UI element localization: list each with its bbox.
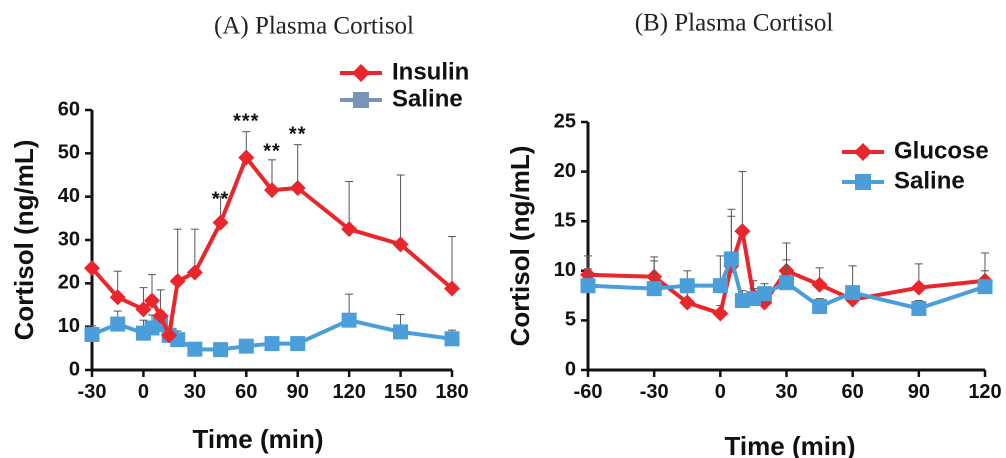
data-point xyxy=(290,336,306,352)
x-tick-label: 120 xyxy=(332,381,365,403)
x-tick-label: 60 xyxy=(235,381,257,403)
y-tick-label: 5 xyxy=(565,309,576,331)
x-axis-label: Time (min) xyxy=(193,424,324,454)
x-tick-label: 30 xyxy=(775,381,797,403)
x-tick-label: 90 xyxy=(908,381,930,403)
y-tick-label: 0 xyxy=(69,358,80,380)
y-tick-label: 15 xyxy=(554,209,576,231)
data-point xyxy=(169,273,186,290)
legend-label: Insulin xyxy=(392,58,469,85)
data-point xyxy=(444,331,460,347)
x-tick-label: 30 xyxy=(184,381,206,403)
series-insulin xyxy=(84,131,460,344)
data-point xyxy=(289,180,306,196)
x-tick-label: -30 xyxy=(78,381,107,403)
data-point xyxy=(393,324,409,340)
series-saline xyxy=(580,208,993,316)
x-tick-label: 90 xyxy=(287,381,309,403)
data-point xyxy=(580,278,596,294)
data-point xyxy=(264,182,280,199)
y-tick-label: 20 xyxy=(58,272,80,294)
chart-title: (B) Plasma Cortisol xyxy=(635,10,834,37)
data-point xyxy=(213,342,229,358)
significance-label: ** xyxy=(289,123,307,145)
legend-label: Saline xyxy=(894,167,965,194)
data-point xyxy=(734,223,751,240)
legend-marker xyxy=(855,174,871,190)
legend-marker xyxy=(353,92,369,108)
data-point xyxy=(341,221,358,238)
x-tick-label: -30 xyxy=(640,381,669,403)
data-point xyxy=(110,316,126,332)
legend-entry-saline: Saline xyxy=(842,167,965,194)
data-point xyxy=(444,280,460,297)
chart-b: (B) Plasma Cortisol 0 5 10 15 20 25 -60 -30 0 30 60… xyxy=(505,10,1002,458)
series-saline xyxy=(84,293,460,358)
legend-label: Glucose xyxy=(894,137,989,164)
data-point xyxy=(756,286,772,302)
y-tick-label: 10 xyxy=(554,259,576,281)
data-point xyxy=(135,301,152,318)
y-tick-label: 0 xyxy=(565,358,576,380)
data-point xyxy=(911,300,927,316)
x-tick-label: 0 xyxy=(715,381,726,403)
x-tick-label: 180 xyxy=(435,381,468,403)
data-point xyxy=(238,338,254,354)
data-point xyxy=(646,281,662,297)
y-axis-label: Cortisol (ng/mL) xyxy=(9,140,39,341)
y-tick-label: 40 xyxy=(58,185,80,207)
data-point xyxy=(84,326,100,342)
data-point xyxy=(910,279,927,296)
data-point xyxy=(238,149,255,166)
legend-entry-saline: Saline xyxy=(340,85,463,112)
y-axis-label: Cortisol (ng/mL) xyxy=(505,146,535,347)
y-tick-label: 20 xyxy=(554,160,576,182)
data-point xyxy=(845,285,861,301)
data-point xyxy=(341,312,357,328)
data-point xyxy=(186,264,203,281)
chart-title: (A) Plasma Cortisol xyxy=(214,13,414,40)
x-tick-label: 150 xyxy=(384,381,417,403)
y-tick-label: 25 xyxy=(554,110,576,132)
data-point xyxy=(144,292,160,309)
data-point xyxy=(84,260,100,277)
legend-entry-glucose: Glucose xyxy=(842,137,989,164)
data-point xyxy=(679,294,696,311)
legend-marker xyxy=(854,143,872,161)
data-point xyxy=(812,299,828,315)
data-point xyxy=(212,214,229,231)
data-point xyxy=(161,327,178,344)
y-tick-label: 30 xyxy=(58,228,80,250)
data-point xyxy=(109,289,126,306)
significance-label: ** xyxy=(263,141,281,163)
data-point xyxy=(712,305,729,322)
legend-entry-insulin: Insulin xyxy=(340,58,469,85)
data-point xyxy=(392,236,409,253)
y-tick-label: 10 xyxy=(58,315,80,337)
x-axis-label: Time (min) xyxy=(725,431,856,458)
x-tick-label: 120 xyxy=(968,381,1001,403)
data-point xyxy=(811,276,828,293)
y-tick-label: 60 xyxy=(58,98,80,120)
data-point xyxy=(264,336,280,352)
legend-label: Saline xyxy=(392,85,463,112)
data-point xyxy=(152,307,169,324)
data-point xyxy=(712,278,728,294)
significance-label: *** xyxy=(233,110,259,132)
data-point xyxy=(977,279,993,295)
y-tick-label: 50 xyxy=(58,142,80,164)
data-point xyxy=(187,341,203,357)
x-tick-label: 60 xyxy=(842,381,864,403)
significance-label: ** xyxy=(212,188,230,210)
x-tick-label: 0 xyxy=(138,381,149,403)
legend-marker xyxy=(352,64,370,82)
data-point xyxy=(679,278,695,294)
data-point xyxy=(723,251,739,267)
x-tick-label: -60 xyxy=(574,381,603,403)
data-point xyxy=(779,275,794,291)
